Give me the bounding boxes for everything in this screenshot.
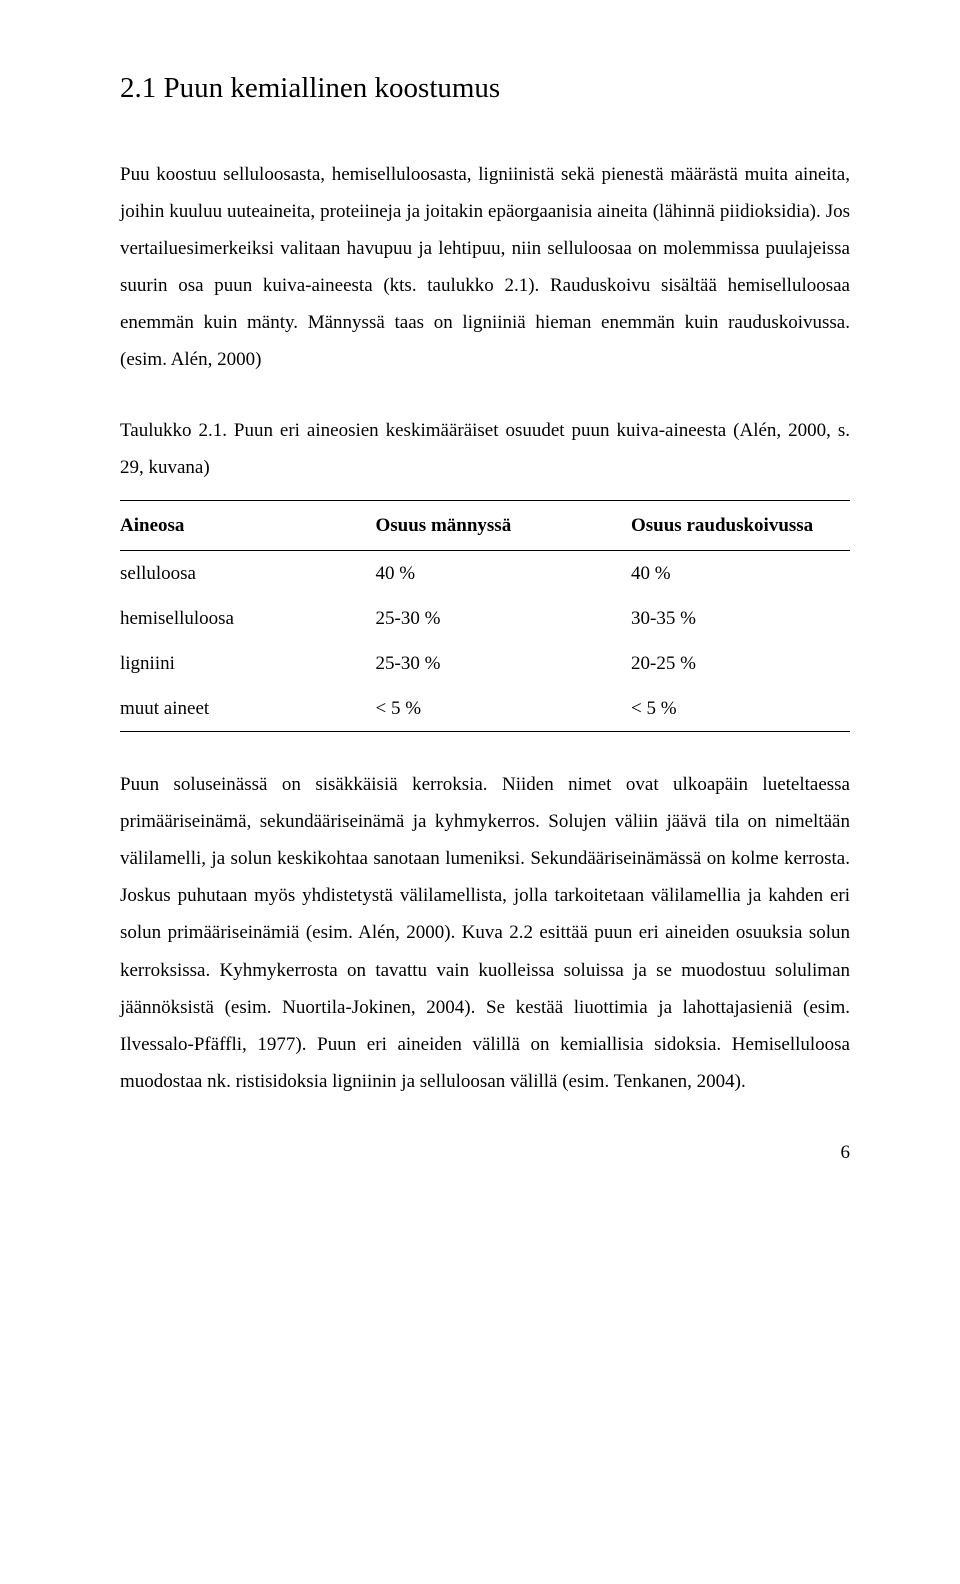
page-number: 6	[120, 1134, 850, 1171]
table-row: selluloosa 40 % 40 %	[120, 551, 850, 597]
table-cell: 20-25 %	[631, 641, 850, 686]
table-cell: < 5 %	[376, 686, 632, 732]
table-header-cell: Aineosa	[120, 501, 376, 551]
table-cell: 30-35 %	[631, 596, 850, 641]
table-cell: 25-30 %	[376, 641, 632, 686]
composition-table: Aineosa Osuus männyssä Osuus rauduskoivu…	[120, 500, 850, 732]
table-cell: 40 %	[376, 551, 632, 597]
table-cell: muut aineet	[120, 686, 376, 732]
table-cell: selluloosa	[120, 551, 376, 597]
table-cell: 25-30 %	[376, 596, 632, 641]
table-cell: hemiselluloosa	[120, 596, 376, 641]
paragraph-1: Puu koostuu selluloosasta, hemiselluloos…	[120, 156, 850, 378]
table-header-row: Aineosa Osuus männyssä Osuus rauduskoivu…	[120, 501, 850, 551]
table-row: muut aineet < 5 % < 5 %	[120, 686, 850, 732]
table-header-cell: Osuus männyssä	[376, 501, 632, 551]
paragraph-2: Puun soluseinässä on sisäkkäisiä kerroks…	[120, 766, 850, 1099]
table-cell: ligniini	[120, 641, 376, 686]
table-row: hemiselluloosa 25-30 % 30-35 %	[120, 596, 850, 641]
table-cell: < 5 %	[631, 686, 850, 732]
table-caption: Taulukko 2.1. Puun eri aineosien keskimä…	[120, 412, 850, 486]
table-cell: 40 %	[631, 551, 850, 597]
table-row: ligniini 25-30 % 20-25 %	[120, 641, 850, 686]
section-heading: 2.1 Puun kemiallinen koostumus	[120, 70, 850, 108]
table-header-cell: Osuus rauduskoivussa	[631, 501, 850, 551]
